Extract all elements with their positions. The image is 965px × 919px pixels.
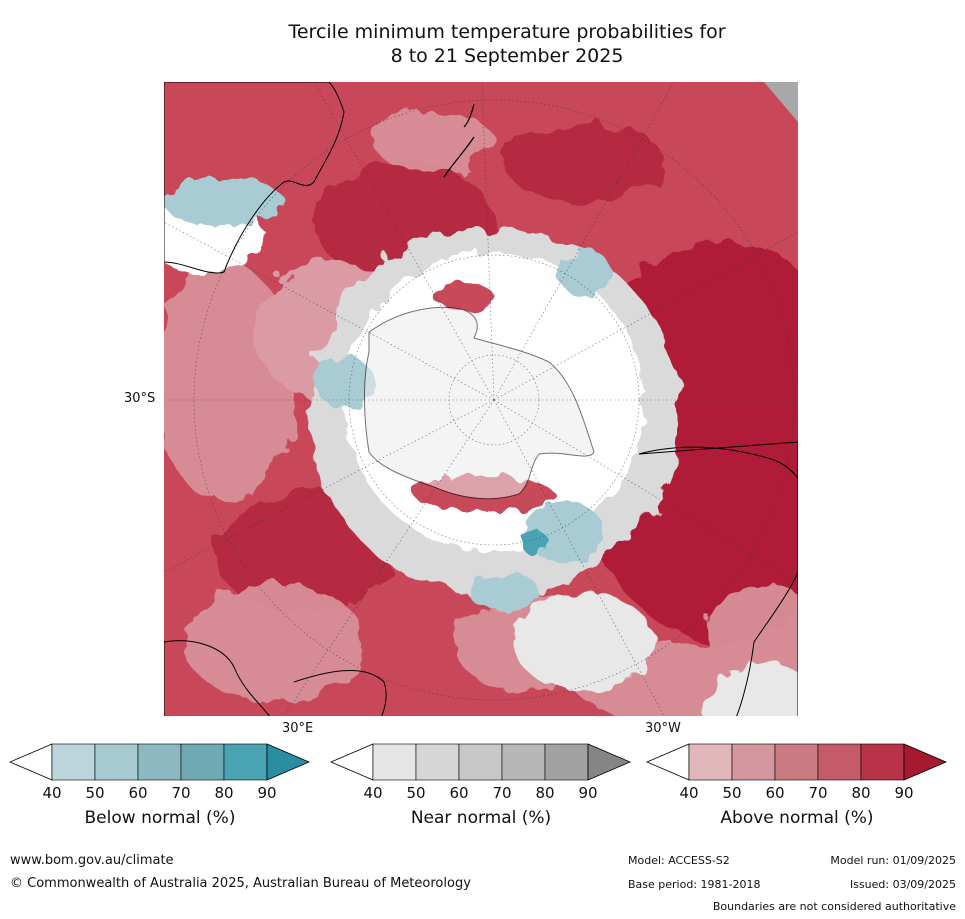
below-colorbar-tick-label: 60 [128, 784, 148, 802]
above-colorbar-segment [817, 743, 862, 781]
above-colorbar-segment [688, 743, 733, 781]
map-svg [164, 82, 798, 716]
above-colorbar-segment [860, 743, 905, 781]
below-colorbar-segment [223, 743, 268, 781]
title-line-1: Tercile minimum temperature probabilitie… [288, 21, 726, 43]
below-colorbar-tick-label: 80 [214, 784, 234, 802]
above-colorbar-under-triangle [645, 743, 690, 781]
colorbar-near-normal: 40 50 60 70 80 90 Near normal (%) [329, 743, 632, 828]
colorbar-below-normal: 40 50 60 70 80 90 Below normal (%) [8, 743, 311, 828]
above-colorbar-over-triangle [903, 743, 948, 781]
below-colorbar-segment [180, 743, 225, 781]
probability-map [164, 82, 798, 716]
below-colorbar-segment [94, 743, 139, 781]
lat-label-30s: 30°S [124, 391, 156, 406]
issued-date: Issued: 03/09/2025 [849, 878, 956, 891]
near-colorbar-segment [415, 743, 460, 781]
below-colorbar-under-triangle [8, 743, 53, 781]
new-zealand-coastline [443, 103, 475, 178]
below-colorbar-segment [51, 743, 96, 781]
colorbar-near-ticks: 40 50 60 70 80 90 [331, 784, 631, 802]
near-colorbar-tick-label: 40 [363, 784, 383, 802]
colorbar-near-title: Near normal (%) [410, 808, 552, 828]
near-colorbar-tick-label: 90 [578, 784, 598, 802]
map-title: Tercile minimum temperature probabilitie… [0, 20, 965, 68]
model-name: Model: ACCESS-S2 [628, 854, 730, 867]
colorbar-above-svg [645, 743, 948, 781]
colorbar-below-title: Below normal (%) [84, 808, 236, 828]
south-america-coastline [638, 441, 798, 716]
colorbar-above-title: Above normal (%) [720, 808, 874, 828]
near-colorbar-over-triangle [587, 743, 632, 781]
colorbar-above-normal: 40 50 60 70 80 90 Above normal (%) [645, 743, 948, 828]
below-colorbar-tick-label: 40 [42, 784, 62, 802]
below-colorbar-tick-label: 90 [257, 784, 277, 802]
near-colorbar-segment [372, 743, 417, 781]
near-colorbar-under-triangle [329, 743, 374, 781]
colorbar-below-ticks: 40 50 60 70 80 90 [10, 784, 310, 802]
above-colorbar-segment [731, 743, 776, 781]
near-colorbar-tick-label: 80 [535, 784, 555, 802]
below-colorbar-over-triangle [266, 743, 311, 781]
above-colorbar-segment [774, 743, 819, 781]
near-normal-corner [764, 82, 798, 122]
above-colorbar-tick-label: 60 [765, 784, 785, 802]
colorbar-above-ticks: 40 50 60 70 80 90 [647, 784, 947, 802]
near-colorbar-segment [544, 743, 589, 781]
below-colorbar-tick-label: 70 [171, 784, 191, 802]
above-colorbar-tick-label: 40 [679, 784, 699, 802]
africa-coastline [164, 640, 387, 716]
colorbar-near-svg [329, 743, 632, 781]
model-run: Model run: 01/09/2025 [830, 854, 956, 867]
above-colorbar-tick-label: 50 [722, 784, 742, 802]
australia-coastline [164, 82, 345, 274]
boundaries-disclaimer: Boundaries are not considered authoritat… [712, 900, 956, 913]
near-colorbar-tick-label: 70 [492, 784, 512, 802]
above-colorbar-tick-label: 70 [808, 784, 828, 802]
near-colorbar-segment [458, 743, 503, 781]
base-period: Base period: 1981-2018 [628, 878, 761, 891]
antarctica-coastline [363, 306, 595, 500]
lon-label-30w: 30°W [645, 721, 681, 736]
below-colorbar-segment [137, 743, 182, 781]
website-link[interactable]: www.bom.gov.au/climate [10, 853, 174, 868]
graticule [164, 82, 798, 716]
near-colorbar-tick-label: 60 [449, 784, 469, 802]
above-colorbar-tick-label: 80 [851, 784, 871, 802]
title-line-2: 8 to 21 September 2025 [390, 45, 624, 67]
copyright-text: © Commonwealth of Australia 2025, Austra… [10, 876, 471, 891]
above-colorbar-tick-label: 90 [894, 784, 914, 802]
lon-label-30e: 30°E [282, 721, 314, 736]
near-colorbar-segment [501, 743, 546, 781]
near-colorbar-tick-label: 50 [406, 784, 426, 802]
below-colorbar-tick-label: 50 [85, 784, 105, 802]
colorbar-below-svg [8, 743, 311, 781]
